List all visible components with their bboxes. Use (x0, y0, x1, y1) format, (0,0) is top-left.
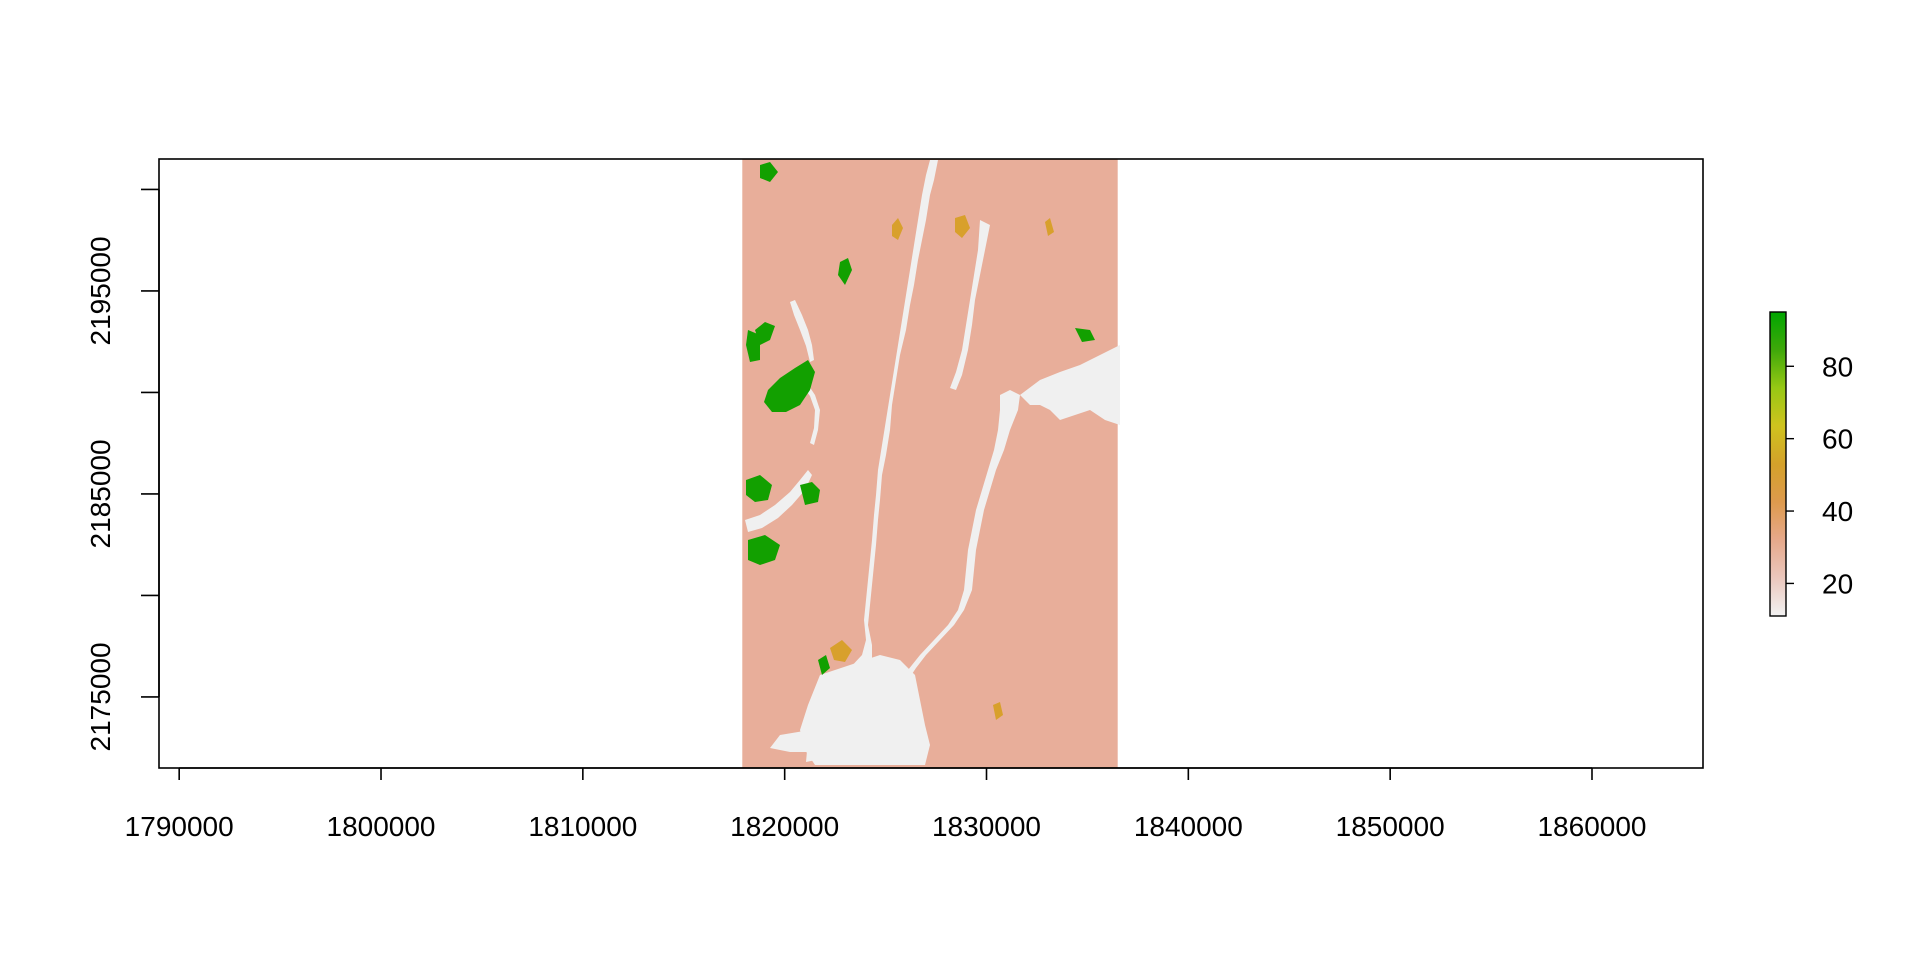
vegetation-patches (746, 162, 1095, 675)
legend-tick-label: 20 (1822, 568, 1853, 599)
orange-patch-east (993, 702, 1003, 720)
x-tick-label: 1800000 (327, 811, 436, 842)
green-patch-north (760, 162, 778, 182)
x-tick-label: 1850000 (1336, 811, 1445, 842)
orange-patch-north (892, 218, 903, 240)
legend-tick-label: 60 (1822, 424, 1853, 455)
water-areas (745, 160, 1120, 765)
raster-base (742, 159, 1118, 768)
upper-bay (800, 655, 930, 765)
green-patch-west-2 (746, 475, 772, 502)
legend-tick-label: 80 (1822, 351, 1853, 382)
kill-van-kull (770, 730, 915, 762)
legend-colorbar (1769, 311, 1787, 617)
x-tick-label: 1860000 (1537, 811, 1646, 842)
inner-stream (801, 380, 820, 445)
raster-map (742, 159, 1120, 768)
x-tick-label: 1810000 (528, 811, 637, 842)
y-axis: 2175000 2185000 2195000 (85, 188, 160, 751)
green-patch-bronx (838, 258, 852, 285)
x-tick-label: 1790000 (125, 811, 234, 842)
y-tick-label: 2195000 (85, 236, 116, 345)
harlem-river (950, 220, 990, 390)
x-axis: 1790000 1800000 1810000 1820000 1830000 18400… (125, 767, 1647, 842)
mid-value-patches (830, 215, 1054, 720)
orange-patch-south (830, 640, 852, 662)
orange-patch-northeast (1045, 218, 1054, 236)
north-stream (790, 300, 814, 362)
x-tick-label: 1830000 (932, 811, 1041, 842)
green-patch-meadow (800, 482, 820, 505)
long-island-sound (1020, 345, 1120, 425)
legend-tick-label: 40 (1822, 496, 1853, 527)
x-tick-label: 1840000 (1134, 811, 1243, 842)
color-legend: 20 40 60 80 (1769, 311, 1853, 617)
orange-patch-reservoir (955, 215, 970, 238)
east-river (900, 390, 1020, 685)
green-patch-east (1075, 328, 1095, 342)
x-tick-label: 1820000 (730, 811, 839, 842)
y-tick-label: 2175000 (85, 642, 116, 751)
west-stream (745, 470, 812, 532)
green-patch-west-3 (748, 535, 780, 565)
y-tick-label: 2185000 (85, 439, 116, 548)
green-patch-west-1 (746, 330, 760, 362)
hudson-river (806, 160, 938, 762)
green-patch-ridge (818, 655, 830, 675)
green-patch-palisades (764, 360, 815, 412)
